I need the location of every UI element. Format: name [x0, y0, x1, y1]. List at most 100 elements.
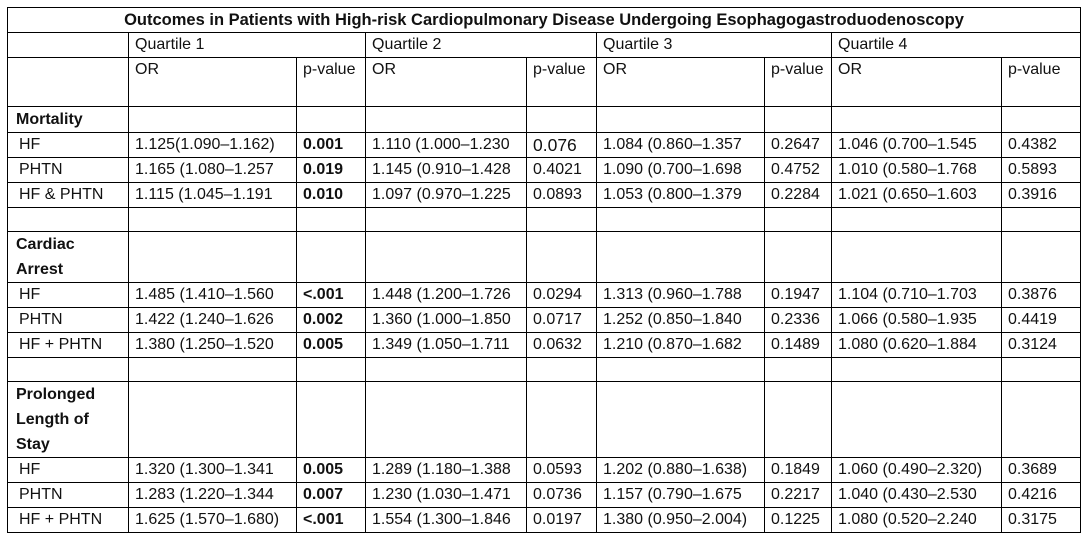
p-value: 0.4382	[1001, 132, 1081, 158]
empty-cell	[596, 381, 765, 458]
empty-cell	[365, 106, 527, 133]
or-value: 1.360 (1.000–1.850	[365, 307, 527, 333]
empty-cell	[764, 357, 832, 382]
table-row: HF 1.320 (1.300–1.341 0.005 1.289 (1.180–1.…	[7, 457, 1081, 483]
p-value: 0.4216	[1001, 482, 1081, 508]
or-value: 1.040 (0.430–2.530	[831, 482, 1002, 508]
p-value: 0.0197	[526, 507, 597, 533]
p-value: 0.2647	[764, 132, 832, 158]
empty-cell	[831, 381, 1002, 458]
p-value-header: p-value	[526, 57, 597, 107]
table-row: HF & PHTN 1.115 (1.045–1.191 0.010 1.097 (0…	[7, 182, 1081, 208]
or-value: 1.115 (1.045–1.191	[128, 182, 297, 208]
empty-cell	[764, 207, 832, 232]
p-value: 0.2336	[764, 307, 832, 333]
or-value: 1.485 (1.410–1.560	[128, 282, 297, 308]
empty-cell	[596, 106, 765, 133]
p-value: 0.0593	[526, 457, 597, 483]
p-value: 0.1489	[764, 332, 832, 358]
p-value: 0.3916	[1001, 182, 1081, 208]
empty-cell	[526, 106, 597, 133]
or-value: 1.053 (0.800–1.379	[596, 182, 765, 208]
empty-cell	[296, 106, 366, 133]
table-title: Outcomes in Patients with High-risk Card…	[7, 7, 1081, 33]
p-value: 0.3124	[1001, 332, 1081, 358]
p-value: 0.3689	[1001, 457, 1081, 483]
or-value: 1.313 (0.960–1.788	[596, 282, 765, 308]
p-value: 0.0893	[526, 182, 597, 208]
table-row: PHTN 1.283 (1.220–1.344 0.007 1.230 (1.030–…	[7, 482, 1081, 508]
or-value: 1.380 (0.950–2.004)	[596, 507, 765, 533]
empty-cell	[831, 106, 1002, 133]
or-value: 1.066 (0.580–1.935	[831, 307, 1002, 333]
row-label: PHTN	[7, 157, 129, 183]
table-row: HF + PHTN 1.380 (1.250–1.520 0.005 1.349 (1…	[7, 332, 1081, 358]
empty-cell	[128, 381, 297, 458]
empty-cell	[831, 207, 1002, 232]
or-value: 1.097 (0.970–1.225	[365, 182, 527, 208]
empty-cell	[1001, 207, 1081, 232]
or-value: 1.080 (0.520–2.240	[831, 507, 1002, 533]
outcomes-table: Outcomes in Patients with High-risk Card…	[7, 7, 1081, 533]
or-value: 1.165 (1.080–1.257	[128, 157, 297, 183]
or-value: 1.230 (1.030–1.471	[365, 482, 527, 508]
p-value: 0.1225	[764, 507, 832, 533]
p-value: 0.010	[296, 182, 366, 208]
table-row: PHTN 1.165 (1.080–1.257 0.019 1.145 (0.910–…	[7, 157, 1081, 183]
p-value: 0.5893	[1001, 157, 1081, 183]
p-value-header: p-value	[1001, 57, 1081, 107]
section-label: Mortality	[7, 106, 129, 133]
or-header: OR	[596, 57, 765, 107]
empty-cell	[526, 357, 597, 382]
p-value: 0.002	[296, 307, 366, 333]
p-value: 0.005	[296, 457, 366, 483]
p-value: 0.4021	[526, 157, 597, 183]
empty-cell	[128, 357, 297, 382]
empty-cell	[764, 231, 832, 283]
empty-cell	[128, 231, 297, 283]
empty-cell	[128, 207, 297, 232]
quartile-4-header: Quartile 4	[831, 32, 1081, 58]
section-row: Cardiac Arrest	[7, 231, 1081, 283]
empty-cell	[831, 231, 1002, 283]
empty-cell	[596, 207, 765, 232]
empty-cell	[1001, 231, 1081, 283]
quartile-2-header: Quartile 2	[365, 32, 597, 58]
p-value: <.001	[296, 507, 366, 533]
p-value: 0.3876	[1001, 282, 1081, 308]
empty-cell	[296, 207, 366, 232]
or-value: 1.289 (1.180–1.388	[365, 457, 527, 483]
or-value: 1.080 (0.620–1.884	[831, 332, 1002, 358]
or-value: 1.554 (1.300–1.846	[365, 507, 527, 533]
or-value: 1.349 (1.050–1.711	[365, 332, 527, 358]
empty-cell	[1001, 357, 1081, 382]
empty-cell	[365, 381, 527, 458]
table-row: PHTN 1.422 (1.240–1.626 0.002 1.360 (1.000–…	[7, 307, 1081, 333]
table-row: HF + PHTN 1.625 (1.570–1.680) <.001 1.554 (…	[7, 507, 1081, 533]
or-value: 1.125(1.090–1.162)	[128, 132, 297, 158]
or-value: 1.422 (1.240–1.626	[128, 307, 297, 333]
or-value: 1.110 (1.000–1.230	[365, 132, 527, 158]
p-value: 0.005	[296, 332, 366, 358]
section-row: Prolonged Length of Stay	[7, 381, 1081, 458]
spacer-row	[7, 207, 1081, 232]
empty-cell	[596, 231, 765, 283]
empty-cell	[764, 106, 832, 133]
empty-cell	[7, 207, 129, 232]
empty-cell	[365, 207, 527, 232]
empty-cell	[1001, 106, 1081, 133]
empty-cell	[365, 231, 527, 283]
p-value: 0.019	[296, 157, 366, 183]
empty-cell	[365, 357, 527, 382]
section-row: Mortality	[7, 106, 1081, 133]
p-value: 0.1947	[764, 282, 832, 308]
p-value: 0.007	[296, 482, 366, 508]
row-label: HF	[7, 132, 129, 158]
empty-cell	[596, 357, 765, 382]
spacer-row	[7, 357, 1081, 382]
p-value: 0.2284	[764, 182, 832, 208]
row-label: HF + PHTN	[7, 332, 129, 358]
p-value: 0.4752	[764, 157, 832, 183]
p-value-header: p-value	[296, 57, 366, 107]
empty-cell	[526, 381, 597, 458]
